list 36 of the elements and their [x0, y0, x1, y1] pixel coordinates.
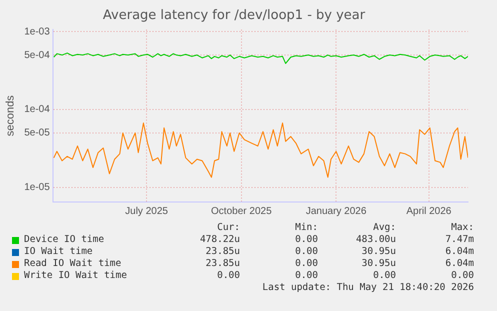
legend-label: Device IO time [24, 234, 104, 246]
text: 0.00 [294, 234, 318, 246]
text: 23.85u [204, 258, 240, 270]
text: 0.00 [294, 270, 318, 282]
text: 0.00 [450, 270, 474, 282]
text: 23.85u [204, 246, 240, 258]
y-tick-label: 1e-05 [24, 182, 50, 194]
chart-title: Average latency for /dev/loop1 - by year [102, 8, 366, 24]
text: 0.00 [294, 246, 318, 258]
text: Min: [294, 222, 318, 234]
text: 478.22u [198, 234, 240, 246]
x-tick-label: January 2026 [306, 206, 367, 217]
text: 30.95u [360, 246, 396, 258]
x-tick-label: July 2025 [125, 206, 168, 217]
y-tick-label: 5e-04 [24, 50, 50, 61]
text: 483.00u [354, 234, 396, 246]
text: Avg: [372, 222, 396, 234]
x-tick-label: October 2025 [211, 206, 272, 217]
text: 0.00 [372, 270, 396, 282]
text: Cur: [216, 222, 240, 234]
legend-label: IO Wait time [24, 246, 93, 258]
y-tick-label: 5e-05 [24, 128, 50, 139]
legend-label: Read IO Wait time [24, 258, 122, 270]
y-tick-label: 1e-04 [24, 104, 50, 116]
text: Last update: Thu May 21 18:40:20 2026 [261, 282, 474, 294]
x-tick-label: April 2026 [406, 206, 452, 217]
text: 6.04m [444, 246, 474, 258]
text: 30.95u [360, 258, 396, 270]
text: 7.47m [444, 234, 474, 246]
text: 0.00 [294, 258, 318, 270]
text: 6.04m [444, 258, 474, 270]
text: 0.00 [216, 270, 240, 282]
y-tick-label: 1e-03 [24, 26, 50, 38]
text: Max: [450, 222, 474, 234]
legend-label: Write IO Wait time [24, 270, 127, 282]
y-axis-title: seconds [4, 94, 17, 136]
